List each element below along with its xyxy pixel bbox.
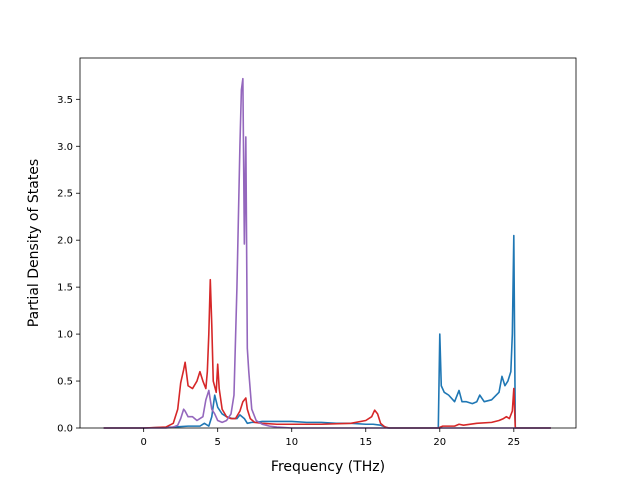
x-tick-label: 0 [140, 437, 146, 448]
x-axis: 0 5 10 15 20 25 [140, 428, 520, 448]
x-tick-label: 20 [433, 437, 446, 448]
y-tick-label: 2.0 [57, 236, 73, 247]
y-tick-label: 3.0 [57, 142, 73, 153]
series-line-1 [103, 234, 551, 429]
y-tick-label: 0.5 [57, 377, 73, 388]
x-tick-label: 15 [359, 437, 372, 448]
y-tick-label: 0.0 [57, 424, 73, 435]
y-tick-label: 2.5 [57, 189, 73, 200]
series-line-3 [103, 77, 551, 429]
y-tick-label: 1.0 [57, 330, 73, 341]
series-layer [103, 77, 551, 429]
x-tick-label: 5 [215, 437, 221, 448]
axes-frame [79, 57, 577, 429]
x-axis-label: Frequency (THz) [271, 459, 385, 475]
series-line-2 [103, 278, 551, 429]
y-axis-label: Partial Density of States [26, 159, 42, 327]
y-axis: 0.0 0.5 1.0 1.5 2.0 2.5 3.0 3.5 [57, 95, 80, 435]
x-tick-label: 25 [507, 437, 520, 448]
y-tick-label: 1.5 [57, 283, 73, 294]
x-tick-label: 10 [285, 437, 298, 448]
y-tick-label: 3.5 [57, 95, 73, 106]
